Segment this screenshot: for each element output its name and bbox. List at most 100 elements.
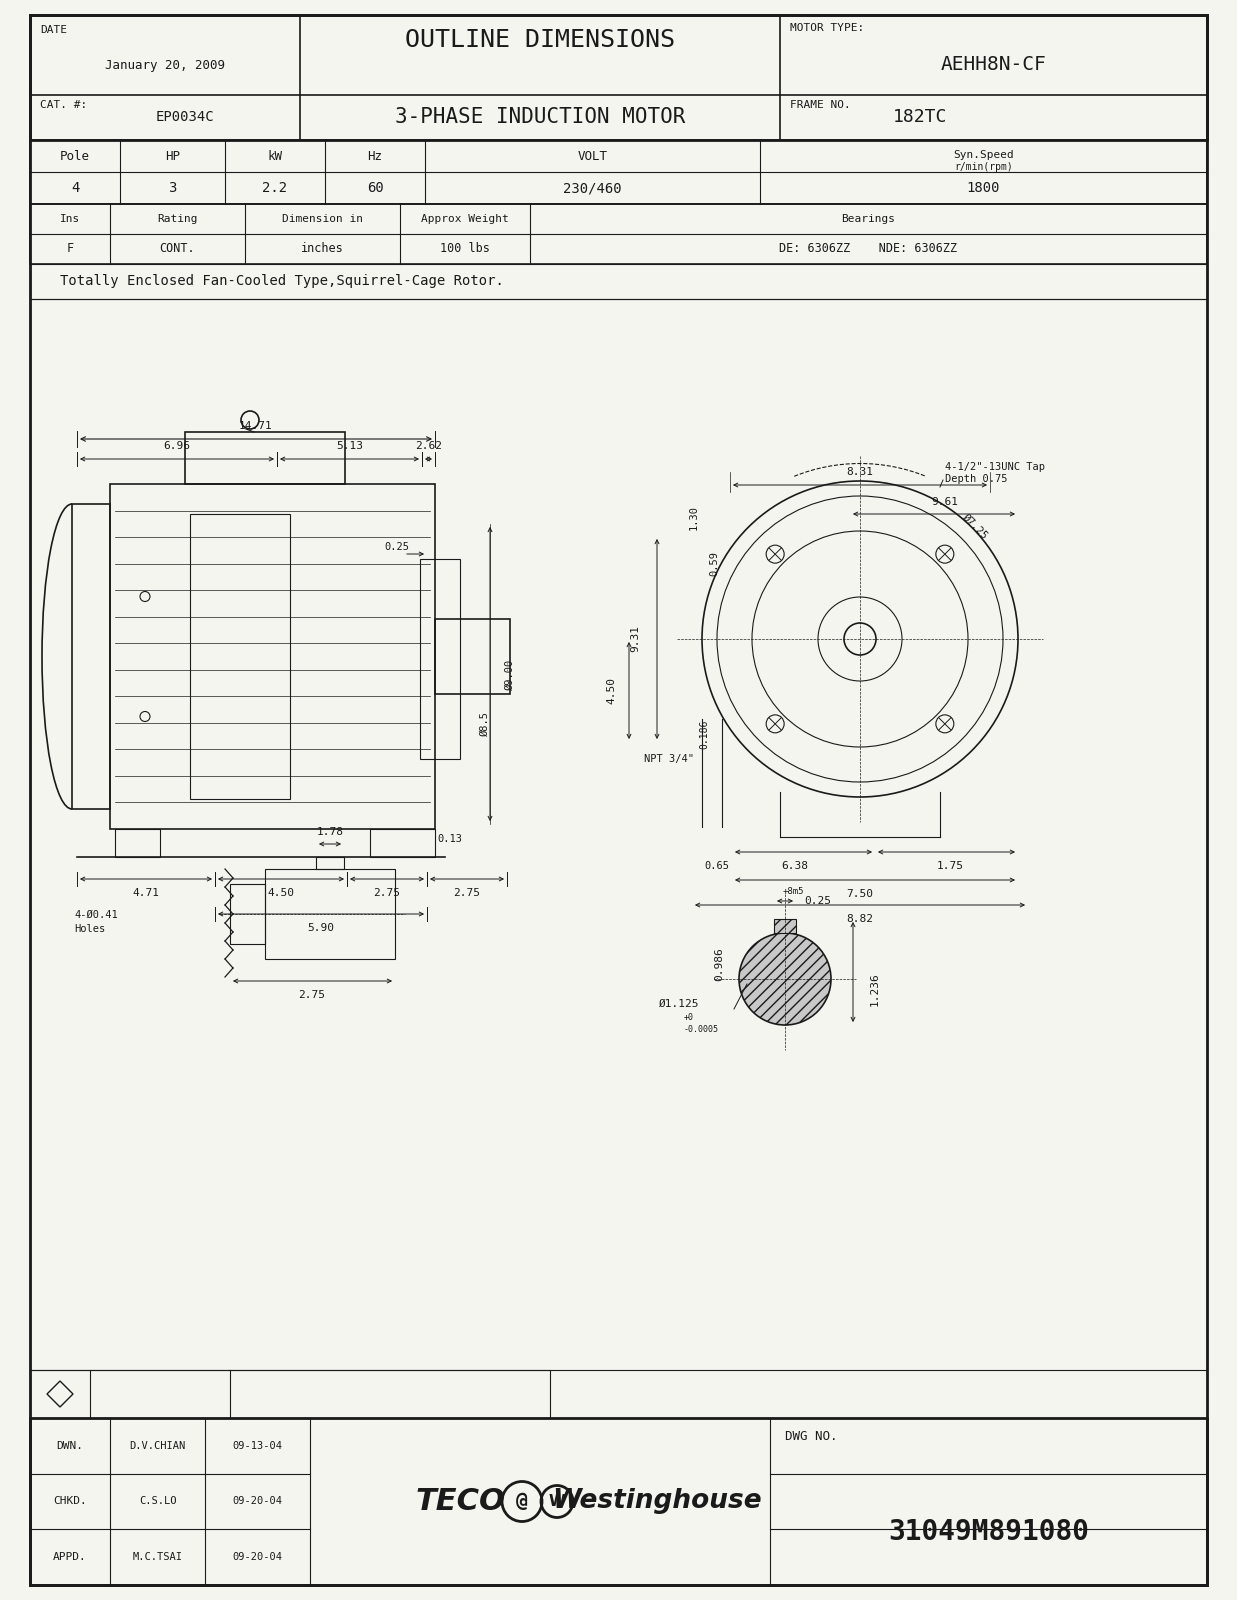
Text: inches: inches [301,243,344,256]
Text: Hz: Hz [367,149,382,163]
Text: 09-20-04: 09-20-04 [233,1552,282,1562]
Text: Ø9.00: Ø9.00 [505,658,515,690]
Text: MOTOR TYPE:: MOTOR TYPE: [790,22,865,34]
Bar [774,918,795,933]
Text: D.V.CHIAN: D.V.CHIAN [130,1442,186,1451]
Text: 4.71: 4.71 [132,888,160,898]
Text: 1.236: 1.236 [870,973,880,1006]
Text: DWG NO.: DWG NO. [785,1429,837,1443]
Bar [30,264,1207,299]
Text: Totally Enclosed Fan-Cooled Type,Squirrel-Cage Rotor.: Totally Enclosed Fan-Cooled Type,Squirre… [61,275,503,288]
Bar [72,504,110,810]
Text: M.C.TSAI: M.C.TSAI [132,1552,183,1562]
Bar [435,619,510,694]
Text: DATE: DATE [40,26,67,35]
Text: 09-20-04: 09-20-04 [233,1496,282,1507]
Text: 6.38: 6.38 [782,861,809,870]
Bar [265,869,395,958]
Text: F: F [67,243,73,256]
Text: +8m5: +8m5 [782,886,804,896]
Bar [110,483,435,829]
Text: 4.50: 4.50 [606,677,616,704]
Bar [30,299,1207,1370]
Text: 100 lbs: 100 lbs [440,243,490,256]
Text: HP: HP [165,149,181,163]
Text: 4.50: 4.50 [267,888,294,898]
Text: 182TC: 182TC [893,109,948,126]
Circle shape [738,933,831,1026]
Bar [30,1370,550,1418]
Text: EP0034C: EP0034C [156,110,214,125]
Bar [30,14,1207,141]
Text: January 20, 2009: January 20, 2009 [105,59,225,72]
Text: 4: 4 [71,181,79,195]
Text: OUTLINE DIMENSIONS: OUTLINE DIMENSIONS [404,27,675,51]
Text: 1800: 1800 [967,181,1001,195]
Text: Pole: Pole [61,149,90,163]
Text: kW: kW [267,149,282,163]
Text: VOLT: VOLT [578,149,607,163]
Text: Bearings: Bearings [841,214,896,224]
Text: 2.2: 2.2 [262,181,287,195]
Text: +0: +0 [684,1013,694,1021]
Text: 60: 60 [366,181,383,195]
Text: Dimension in: Dimension in [282,214,362,224]
Text: 230/460: 230/460 [563,181,622,195]
Bar [370,829,435,858]
Text: FRAME NO.: FRAME NO. [790,99,851,110]
Text: TECO: TECO [416,1486,505,1517]
Text: 0.59: 0.59 [709,552,719,576]
Text: 2.75: 2.75 [374,888,401,898]
Text: CONT.: CONT. [160,243,195,256]
Bar [186,432,345,483]
Text: Ø7.25: Ø7.25 [960,512,990,541]
Text: 2.75: 2.75 [298,990,325,1000]
Text: 3: 3 [168,181,177,195]
Text: 9.61: 9.61 [931,498,959,507]
Text: 3-PHASE INDUCTION MOTOR: 3-PHASE INDUCTION MOTOR [395,107,685,126]
Text: CAT. #:: CAT. #: [40,99,88,110]
Text: C.S.LO: C.S.LO [139,1496,176,1507]
Text: @: @ [516,1491,528,1510]
Text: 5.90: 5.90 [308,923,334,933]
Text: 31049M891080: 31049M891080 [888,1517,1089,1546]
Text: 0.25: 0.25 [804,896,831,906]
Text: 2.62: 2.62 [414,442,442,451]
Text: 0.13: 0.13 [437,834,461,845]
Text: 14.71: 14.71 [239,421,273,430]
Bar [315,858,344,869]
Bar [115,829,160,858]
Bar [30,203,1207,264]
Text: 0.186: 0.186 [699,720,709,749]
Text: -0.0005: -0.0005 [684,1024,719,1034]
Text: r/min(rpm): r/min(rpm) [954,162,1013,171]
Text: 2.75: 2.75 [454,888,480,898]
Text: 4-Ø0.41: 4-Ø0.41 [74,910,118,920]
Text: NPT 3/4": NPT 3/4" [644,754,694,765]
Text: 0.25: 0.25 [385,542,409,552]
Text: Syn.Speed: Syn.Speed [954,150,1014,160]
Text: 1.75: 1.75 [936,861,964,870]
Text: 0.986: 0.986 [714,947,724,981]
Text: APPD.: APPD. [53,1552,87,1562]
Bar [30,141,1207,203]
Text: 1.30: 1.30 [689,504,699,530]
Text: 1.78: 1.78 [317,827,344,837]
Text: Ins: Ins [59,214,80,224]
Text: 7.50: 7.50 [846,890,873,899]
Bar [230,883,265,944]
Text: DE: 6306ZZ    NDE: 6306ZZ: DE: 6306ZZ NDE: 6306ZZ [779,243,957,256]
Text: 8.31: 8.31 [846,467,873,477]
Text: Ø8.5: Ø8.5 [480,712,490,736]
Text: CHKD.: CHKD. [53,1496,87,1507]
Text: Holes: Holes [74,925,105,934]
Text: Approx Weight: Approx Weight [421,214,508,224]
Bar [190,514,289,798]
Text: 09-13-04: 09-13-04 [233,1442,282,1451]
Text: Rating: Rating [157,214,198,224]
Text: W: W [548,1494,565,1509]
Bar [30,1418,1207,1586]
Text: 4-1/2"-13UNC Tap: 4-1/2"-13UNC Tap [945,462,1045,472]
Text: 6.96: 6.96 [163,442,190,451]
Text: Ø1.125: Ø1.125 [659,998,699,1010]
